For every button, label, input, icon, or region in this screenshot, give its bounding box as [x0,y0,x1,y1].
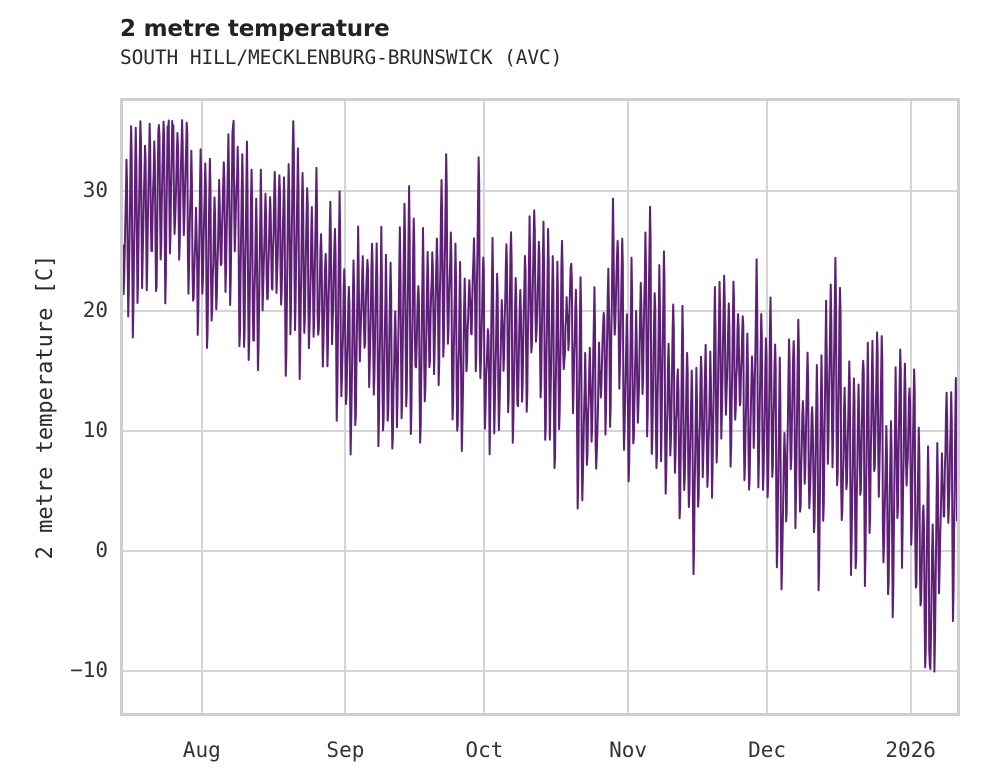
gridline-horizontal [123,670,957,672]
series-line-2-metre-temperature [123,119,957,673]
gridline-vertical [200,101,203,713]
x-axis-tick-labels: Aug Sep Oct Nov Dec 2026 [0,726,981,782]
chart-subtitle: SOUTH HILL/MECKLENBURG-BRUNSWICK (AVC) [120,46,563,69]
gridline-vertical [344,101,347,713]
plot-area [120,98,960,716]
y-axis-tick-labels: −10 0 10 20 30 [0,0,108,782]
x-tick-label: Dec [748,738,786,762]
x-tick-label: Oct [465,738,504,762]
y-axis-title: 2 metre temperature [C] [33,254,58,560]
gridline-horizontal [123,430,957,432]
series-path [123,119,957,673]
x-tick-label: Sep [326,738,365,762]
y-tick-label: −10 [70,658,108,682]
y-tick-label: 10 [82,418,108,442]
plot-inner [123,101,957,713]
x-tick-label: Aug [182,738,221,762]
gridline-horizontal [123,550,957,552]
y-tick-label: 0 [95,538,108,562]
y-tick-label: 30 [82,178,108,202]
title-block: 2 metre temperature SOUTH HILL/MECKLENBU… [120,14,960,71]
x-tick-label: Nov [609,738,647,762]
y-tick-label: 20 [82,298,108,322]
x-tick-label: 2026 [885,738,936,762]
chart-title: 2 metre temperature [120,16,390,42]
gridline-horizontal [123,190,957,192]
